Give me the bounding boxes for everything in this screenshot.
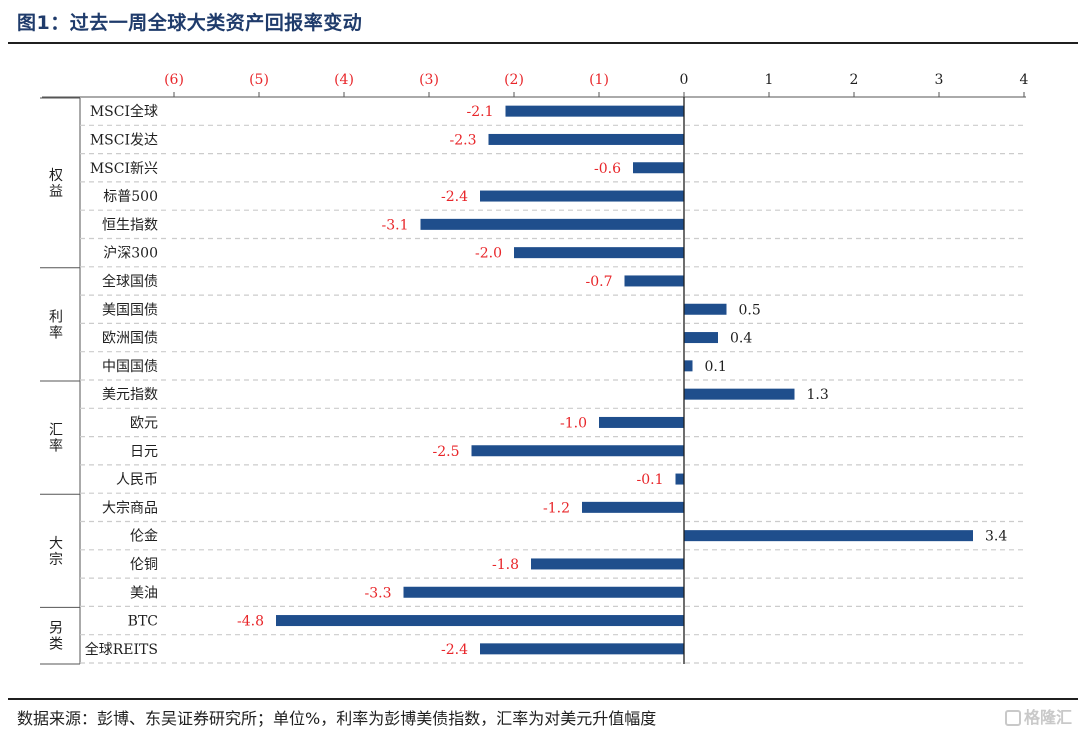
data-label: -2.4 bbox=[441, 189, 468, 205]
bar bbox=[514, 247, 684, 259]
bar bbox=[684, 332, 718, 344]
x-tick-label: (3) bbox=[419, 72, 439, 88]
bar bbox=[633, 162, 684, 174]
data-label: 0.1 bbox=[705, 359, 727, 375]
bar bbox=[684, 530, 973, 542]
category-label: 标普500 bbox=[103, 189, 158, 205]
data-label: -2.3 bbox=[450, 132, 477, 148]
bar bbox=[480, 643, 684, 655]
category-label: 全球国债 bbox=[102, 273, 158, 290]
bar bbox=[471, 445, 684, 457]
x-tick-label: 1 bbox=[765, 72, 774, 88]
group-label-char: 汇 bbox=[49, 423, 63, 439]
data-label: -2.4 bbox=[441, 642, 468, 658]
data-label: 1.3 bbox=[807, 387, 829, 403]
category-label: 欧洲国债 bbox=[102, 331, 158, 347]
watermark-logo-icon bbox=[1004, 710, 1021, 726]
category-label: MSCI发达 bbox=[90, 132, 158, 148]
data-label: -1.0 bbox=[560, 415, 587, 431]
category-label: 恒生指数 bbox=[102, 217, 158, 233]
group-label-char: 另 bbox=[49, 621, 63, 637]
data-label: -2.0 bbox=[475, 246, 502, 262]
data-label: 3.4 bbox=[985, 529, 1007, 545]
group-label-char: 率 bbox=[49, 438, 63, 455]
data-label: -0.1 bbox=[637, 472, 664, 488]
bar bbox=[480, 190, 684, 202]
data-label: -4.8 bbox=[237, 614, 264, 630]
category-label: 沪深300 bbox=[103, 246, 158, 262]
group-label-char: 利 bbox=[49, 309, 63, 325]
bar bbox=[684, 388, 795, 400]
bar bbox=[505, 105, 684, 117]
bar bbox=[599, 416, 684, 428]
data-label: -3.1 bbox=[382, 217, 409, 233]
bar bbox=[684, 360, 693, 372]
category-label: 全球REITS bbox=[85, 641, 158, 658]
data-label: -2.1 bbox=[467, 104, 494, 120]
group-label-char: 益 bbox=[49, 184, 63, 200]
bar bbox=[675, 473, 684, 485]
group-label-char: 类 bbox=[49, 637, 63, 653]
bar bbox=[488, 133, 684, 145]
group-label-char: 宗 bbox=[49, 552, 63, 568]
category-label: 美元指数 bbox=[102, 387, 158, 403]
data-label: -1.2 bbox=[543, 500, 570, 516]
data-label: -0.6 bbox=[594, 161, 621, 177]
x-tick-label: 4 bbox=[1020, 72, 1029, 88]
data-label: 0.5 bbox=[739, 302, 761, 318]
chart-title: 图1：过去一周全球大类资产回报率变动 bbox=[17, 12, 363, 34]
category-label: 美油 bbox=[130, 585, 158, 601]
bar bbox=[624, 275, 684, 287]
watermark-text: 格隆汇 bbox=[1023, 708, 1072, 727]
title-divider bbox=[8, 42, 1078, 44]
bar bbox=[276, 615, 684, 627]
x-tick-label: 2 bbox=[850, 72, 859, 88]
category-label: 欧元 bbox=[130, 415, 158, 431]
bar bbox=[531, 558, 684, 570]
source-note: 数据来源：彭博、东吴证券研究所；单位%，利率为彭博美债指数，汇率为对美元升值幅度 bbox=[17, 709, 657, 728]
category-label: MSCI全球 bbox=[90, 103, 158, 120]
bar bbox=[420, 218, 684, 230]
data-label: 0.4 bbox=[730, 331, 752, 347]
x-tick-label: 3 bbox=[935, 72, 944, 88]
x-tick-label: (1) bbox=[589, 72, 609, 88]
data-label: -3.3 bbox=[365, 585, 392, 601]
category-label: 中国国债 bbox=[102, 359, 158, 375]
category-label: 日元 bbox=[130, 444, 158, 460]
x-tick-label: (4) bbox=[334, 72, 354, 88]
group-label-char: 权 bbox=[49, 168, 63, 184]
x-tick-label: (6) bbox=[164, 72, 184, 88]
bar bbox=[403, 586, 684, 598]
bar bbox=[582, 501, 684, 513]
data-label: -0.7 bbox=[586, 274, 613, 290]
category-label: MSCI新兴 bbox=[90, 161, 158, 177]
group-label-char: 率 bbox=[49, 324, 63, 341]
data-label: -2.5 bbox=[433, 444, 460, 460]
bar bbox=[684, 303, 727, 315]
data-label: -1.8 bbox=[492, 557, 519, 573]
x-tick-label: (5) bbox=[249, 72, 269, 88]
footer-divider bbox=[8, 698, 1078, 700]
group-label-char: 大 bbox=[49, 536, 63, 552]
category-label: 伦铜 bbox=[130, 557, 158, 573]
category-label: 美国国债 bbox=[102, 302, 158, 318]
category-label: 大宗商品 bbox=[102, 500, 158, 516]
watermark: 格隆汇 bbox=[1004, 704, 1072, 728]
x-tick-label: (2) bbox=[504, 72, 524, 88]
x-tick-label: 0 bbox=[680, 72, 689, 88]
category-label: 人民币 bbox=[116, 472, 158, 488]
category-label: 伦金 bbox=[130, 529, 158, 545]
category-label: BTC bbox=[128, 614, 158, 630]
